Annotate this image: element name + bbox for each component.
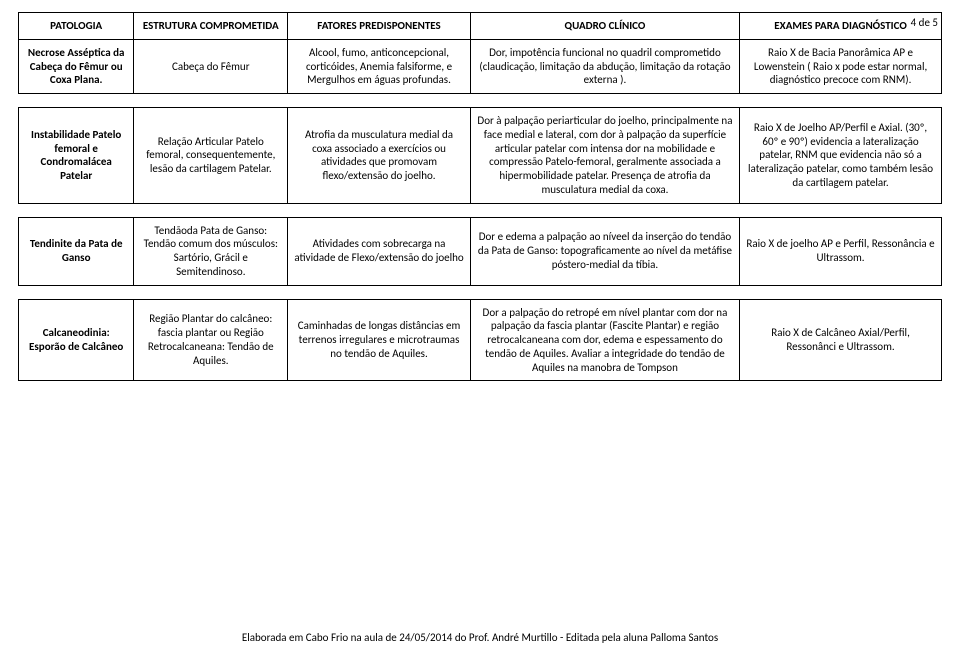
cell-patologia: Calcaneodinia: Esporão de Calcâneo — [19, 299, 134, 381]
table-row: Calcaneodinia: Esporão de Calcâneo Regiã… — [19, 299, 942, 381]
cell-quadro: Dor, impotência funcional no quadril com… — [470, 39, 739, 93]
cell-quadro: Dor à palpação periarticular do joelho, … — [470, 108, 739, 204]
cell-fatores: Atrofia da musculatura medial da coxa as… — [288, 108, 471, 204]
cell-fatores: Alcool, fumo, anticoncepcional, corticói… — [288, 39, 471, 93]
table-row: Instabilidade Patelo femoral e Condromal… — [19, 108, 942, 204]
cell-quadro: Dor a palpação do retropé em nível plant… — [470, 299, 739, 381]
page-number: 4 de 5 — [911, 16, 938, 29]
spacer-row — [19, 285, 942, 299]
cell-patologia: Instabilidade Patelo femoral e Condromal… — [19, 108, 134, 204]
header-fatores: FATORES PREDISPONENTES — [288, 13, 471, 40]
table-header-row: PATOLOGIA ESTRUTURA COMPROMETIDA FATORES… — [19, 13, 942, 40]
cell-estrutura: Região Plantar do calcâneo: fascia plant… — [134, 299, 288, 381]
footer-text: Elaborada em Cabo Frio na aula de 24/05/… — [0, 631, 960, 644]
cell-estrutura: Relação Articular Patelo femoral, conseq… — [134, 108, 288, 204]
header-patologia: PATOLOGIA — [19, 13, 134, 40]
header-estrutura: ESTRUTURA COMPROMETIDA — [134, 13, 288, 40]
clinical-table: PATOLOGIA ESTRUTURA COMPROMETIDA FATORES… — [18, 12, 942, 381]
cell-exames: Raio X de Joelho AP/Perfil e Axial. (30º… — [740, 108, 942, 204]
cell-quadro: Dor e edema a palpação ao níveel da inse… — [470, 217, 739, 285]
spacer-row — [19, 203, 942, 217]
spacer-row — [19, 94, 942, 108]
cell-exames: Raio X de Calcâneo Axial/Perfil, Ressonâ… — [740, 299, 942, 381]
cell-patologia: Necrose Asséptica da Cabeça do Fêmur ou … — [19, 39, 134, 93]
cell-fatores: Atividades com sobrecarga na atividade d… — [288, 217, 471, 285]
cell-patologia: Tendinite da Pata de Ganso — [19, 217, 134, 285]
cell-estrutura: Cabeça do Fêmur — [134, 39, 288, 93]
cell-estrutura: Tendãoda Pata de Ganso: Tendão comum dos… — [134, 217, 288, 285]
cell-exames: Raio X de Bacia Panorâmica AP e Lowenste… — [740, 39, 942, 93]
cell-fatores: Caminhadas de longas distâncias em terre… — [288, 299, 471, 381]
cell-exames: Raio X de joelho AP e Perfil, Ressonânci… — [740, 217, 942, 285]
header-quadro: QUADRO CLÍNICO — [470, 13, 739, 40]
table-row: Tendinite da Pata de Ganso Tendãoda Pata… — [19, 217, 942, 285]
table-row: Necrose Asséptica da Cabeça do Fêmur ou … — [19, 39, 942, 93]
